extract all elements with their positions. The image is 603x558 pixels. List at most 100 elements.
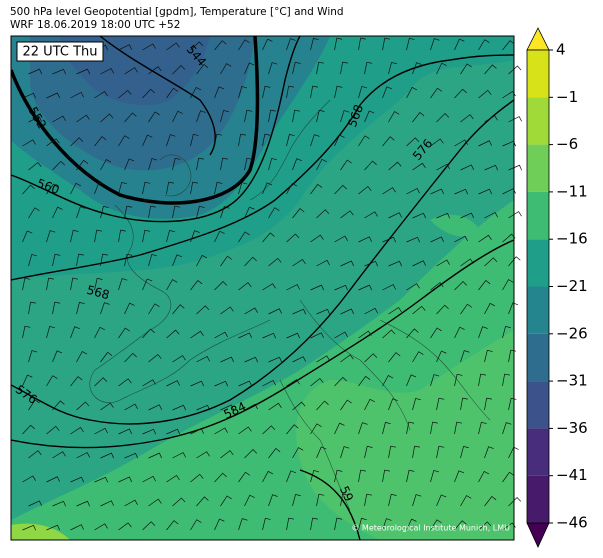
wind-barb: [460, 114, 474, 123]
wind-barb: [430, 282, 444, 291]
wind-barb: [484, 211, 498, 219]
wind-barb: [358, 422, 368, 435]
wind-barb: [460, 495, 472, 507]
wind-barb: [358, 375, 371, 387]
wind-barb: [22, 139, 36, 147]
wind-barb: [46, 375, 58, 387]
wind-barb: [124, 499, 138, 507]
wind-barb: [172, 157, 181, 171]
wind-barb: [310, 85, 318, 99]
wind-barb: [244, 62, 255, 75]
wind-barb: [430, 519, 442, 531]
wind-barb: [430, 188, 444, 195]
colorbar-tick-label: −31: [556, 372, 588, 390]
wind-barb: [316, 308, 330, 315]
wind-barb: [238, 133, 246, 147]
wind-barb: [478, 421, 487, 435]
wind-barb: [70, 524, 84, 531]
wind-barb: [454, 373, 463, 387]
wind-barb: [340, 260, 354, 267]
wind-barb: [148, 452, 162, 459]
wind-barb: [214, 427, 228, 435]
wind-barb: [460, 445, 469, 459]
wind-barb: [262, 85, 271, 99]
wind-barb: [262, 38, 273, 51]
wind-barb: [268, 448, 281, 459]
wind-barb: [316, 400, 329, 411]
wind-barb: [244, 109, 253, 123]
wind-barb: [124, 403, 138, 411]
colorbar-band: [527, 144, 549, 192]
wind-barb: [484, 446, 494, 459]
wind-barb: [94, 90, 108, 99]
colorbar-tick-label: −36: [556, 419, 588, 437]
wind-barb: [148, 354, 162, 363]
wind-barb: [382, 37, 391, 51]
wind-barb: [268, 109, 276, 123]
wind-barb: [70, 426, 84, 435]
wind-barb: [364, 211, 378, 219]
contour-label: 568: [85, 283, 111, 302]
wind-barb: [22, 325, 31, 339]
wind-barb: [172, 404, 186, 411]
wind-barb: [238, 231, 250, 243]
wind-barb: [478, 470, 490, 483]
wind-barb: [76, 114, 90, 123]
wind-barb: [28, 399, 40, 411]
wind-barb: [22, 277, 31, 291]
colorbar-band: [527, 475, 549, 523]
wind-barb: [22, 475, 36, 483]
wind-barb: [340, 354, 354, 363]
wind-barb: [292, 61, 301, 75]
wind-barb: [436, 350, 447, 363]
wind-barb: [118, 476, 132, 483]
wind-barb: [268, 62, 278, 75]
wind-barb: [406, 187, 420, 195]
wind-barb: [310, 332, 324, 339]
wind-barb: [382, 136, 395, 147]
colorbar-tick-label: −41: [556, 466, 588, 484]
wind-barb: [340, 493, 348, 507]
wind-barb: [94, 523, 108, 531]
wind-barb: [292, 493, 301, 507]
wind-barb: [502, 188, 516, 195]
wind-barb: [334, 284, 348, 291]
wind-barb: [484, 397, 493, 411]
wind-barb: [100, 159, 112, 171]
wind-barb: [118, 428, 132, 435]
wind-barb: [76, 500, 90, 507]
wind-barb: [94, 229, 103, 243]
wind-barb: [430, 374, 440, 387]
wind-barb: [46, 183, 58, 195]
colorbar-tick-label: 4: [556, 41, 566, 59]
wind-barb: [100, 351, 113, 363]
wind-barb: [166, 181, 174, 195]
wind-barb: [262, 283, 276, 291]
wind-barb: [508, 497, 522, 507]
wind-barb: [76, 68, 90, 75]
wind-barb: [22, 230, 33, 243]
wind-barb: [484, 164, 498, 171]
wind-barb: [52, 206, 63, 219]
wind-barb: [190, 473, 204, 483]
wind-barb: [388, 161, 402, 171]
wind-barb: [382, 421, 391, 435]
wind-barb: [454, 139, 468, 147]
wind-barb: [388, 493, 397, 507]
wind-barb: [118, 278, 128, 291]
wind-barb: [124, 205, 133, 219]
wind-barb: [46, 524, 60, 531]
wind-barb: [100, 452, 114, 459]
wind-barb: [382, 469, 390, 483]
wind-barb: [124, 253, 133, 267]
wind-barb: [190, 280, 203, 291]
wind-barb: [142, 521, 156, 531]
wind-barb: [142, 475, 156, 483]
wind-barb: [358, 330, 372, 339]
wind-barb: [310, 378, 324, 387]
wind-barb: [142, 43, 156, 51]
wind-barb: [190, 41, 204, 51]
wind-barb: [220, 306, 234, 315]
wind-barb: [358, 135, 370, 147]
wind-barb: [406, 37, 415, 51]
